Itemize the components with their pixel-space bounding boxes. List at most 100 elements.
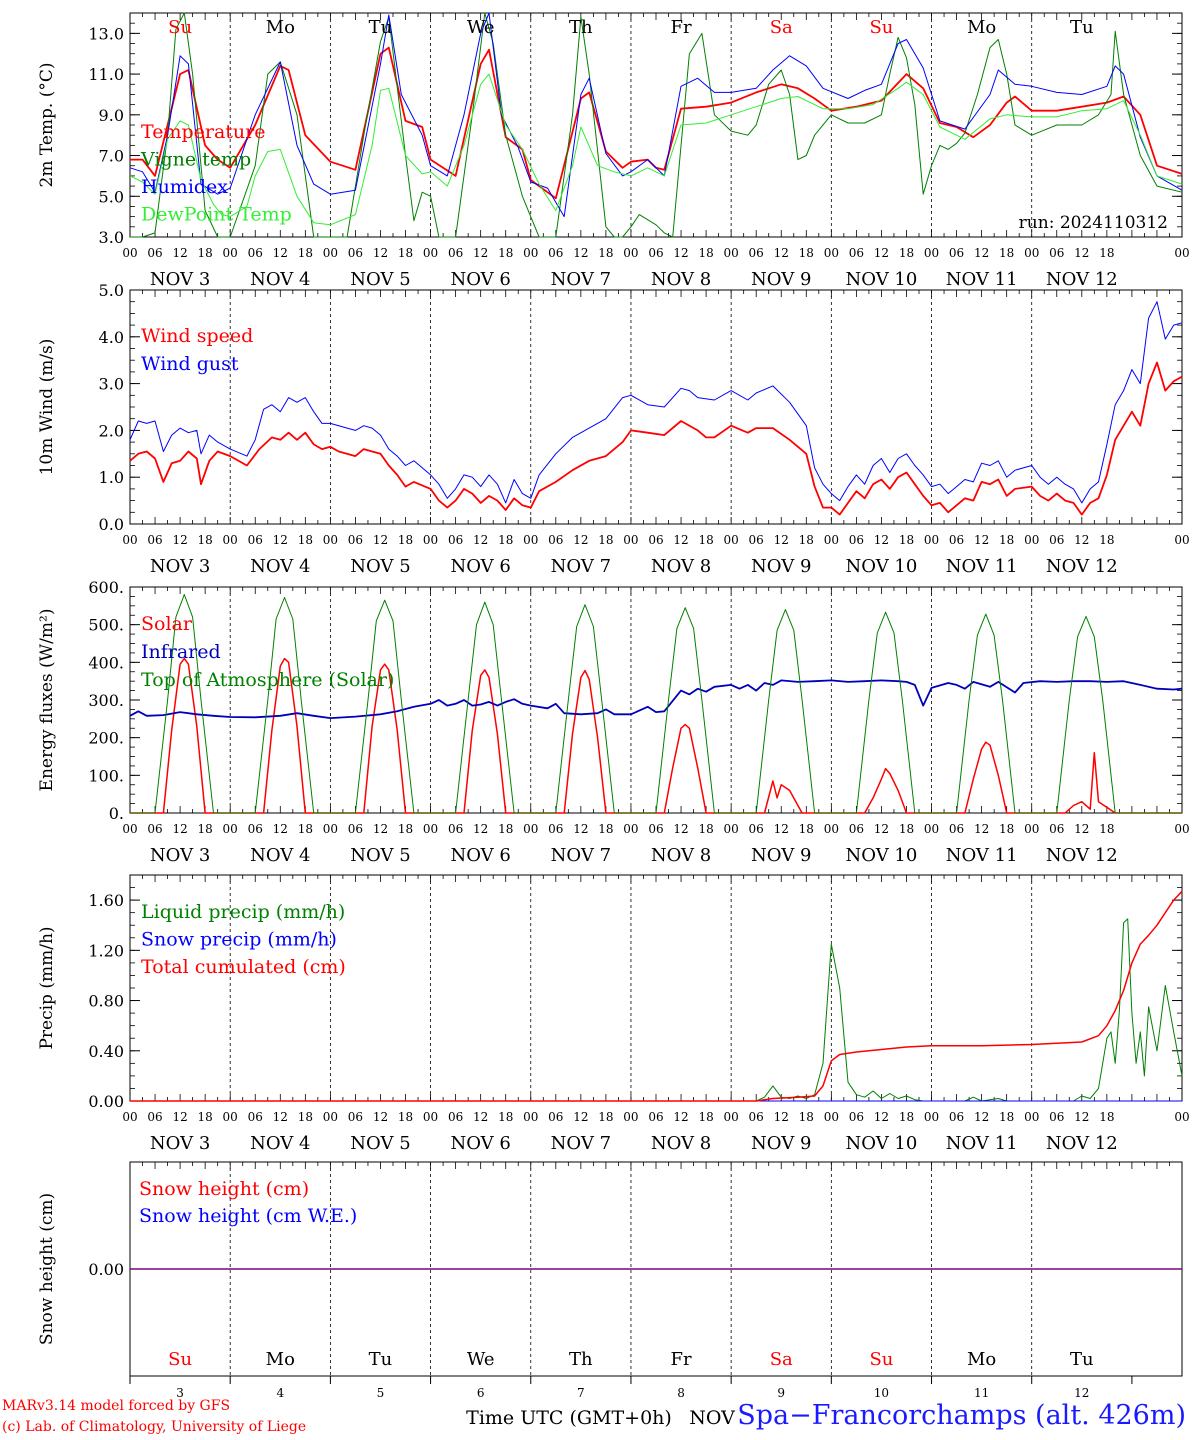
wind-hour-label: 12 [273, 533, 288, 547]
precip-ytick-label: 1.20 [88, 941, 124, 960]
snow-weekday-label: Su [168, 1349, 192, 1370]
snow-panel [129, 1161, 1183, 1384]
temperature-series-2 [129, 12, 1183, 218]
energy-hour-label: 12 [573, 822, 588, 836]
energy-hour-label: 12 [273, 822, 288, 836]
energy-hour-label: 00 [423, 822, 438, 836]
precip-ylabel: Precip (mm/h) [37, 926, 57, 1049]
wind-ylabel: 10m Wind (m/s) [37, 339, 57, 476]
precip-hour-label: 18 [698, 1110, 713, 1124]
temperature-date-label: NOV 7 [551, 269, 611, 290]
energy-hour-label: 12 [974, 822, 989, 836]
wind-hour-label: 18 [598, 533, 613, 547]
precip-date-label: NOV 10 [846, 1133, 918, 1154]
precip-hour-label: 06 [849, 1110, 864, 1124]
temperature-hour-label: 12 [473, 246, 488, 260]
precip-hour-label: 18 [498, 1110, 513, 1124]
snow-weekday-label: Th [569, 1349, 593, 1370]
wind-hour-label: 00 [122, 533, 137, 547]
precip-date-label: NOV 9 [751, 1133, 811, 1154]
temperature-hour-label: 18 [598, 246, 613, 260]
temperature-ylabel: 2m Temp. (°C) [37, 62, 57, 187]
temperature-hour-label: 12 [573, 246, 588, 260]
lab-credit: (c) Lab. of Climatology, University of L… [2, 1419, 307, 1435]
energy-ytick-label: 300. [88, 691, 124, 710]
snow-ylabel: Snow height (cm) [37, 1193, 57, 1345]
precip-hour-label: 12 [172, 1110, 187, 1124]
temperature-hour-label: 00 [122, 246, 137, 260]
temperature-hour-label: 00 [423, 246, 438, 260]
temperature-hour-label: 18 [1099, 246, 1114, 260]
energy-hour-label: 18 [1099, 822, 1114, 836]
energy-date-label: NOV 6 [450, 845, 510, 866]
precip-hour-label: 12 [974, 1110, 989, 1124]
precip-hour-label: 00 [824, 1110, 839, 1124]
precip-ytick-label: 0.00 [88, 1092, 124, 1111]
precip-hour-label: 06 [949, 1110, 964, 1124]
wind-hour-label: 18 [698, 533, 713, 547]
energy-date-label: NOV 10 [846, 845, 918, 866]
wind-hour-label: 18 [398, 533, 413, 547]
energy-hour-label: 06 [648, 822, 663, 836]
energy-hour-label: 18 [598, 822, 613, 836]
wind-hour-label: 12 [874, 533, 889, 547]
precip-date-label: NOV 7 [551, 1133, 611, 1154]
precip-hour-label: 00 [423, 1110, 438, 1124]
day-number-label: 12 [1074, 1386, 1089, 1400]
weekday-label: Fr [671, 17, 692, 38]
precip-hour-label: 18 [598, 1110, 613, 1124]
wind-frame [129, 289, 1183, 525]
precip-hour-label: 00 [323, 1110, 338, 1124]
temperature-hour-label: 06 [648, 246, 663, 260]
day-number-label: 10 [874, 1386, 889, 1400]
wind-date-label: NOV 12 [1046, 556, 1118, 577]
wind-date-label: NOV 10 [846, 556, 918, 577]
energy-ylabel: Energy fluxes (W/m²) [37, 609, 57, 792]
precip-hour-label: 18 [999, 1110, 1014, 1124]
wind-hour-label: 12 [974, 533, 989, 547]
temperature-hour-label: 00 [724, 246, 739, 260]
wind-hour-label: 00 [924, 533, 939, 547]
day-number-label: 8 [677, 1386, 685, 1400]
precip-hour-label: 12 [273, 1110, 288, 1124]
energy-ytick-label: 200. [88, 729, 124, 748]
precip-hour-label: 06 [448, 1110, 463, 1124]
energy-hour-label: 00 [523, 822, 538, 836]
precip-hour-label: 00 [223, 1110, 238, 1124]
precip-hour-label: 18 [799, 1110, 814, 1124]
energy-hour-label: 00 [824, 822, 839, 836]
temperature-hour-label: 00 [323, 246, 338, 260]
precip-hour-label: 00 [523, 1110, 538, 1124]
temperature-hour-label: 12 [673, 246, 688, 260]
temperature-series-3 [129, 73, 1183, 226]
weekday-label: Mo [967, 17, 996, 38]
wind-hour-label: 06 [1049, 533, 1064, 547]
precip-hour-label: 06 [1049, 1110, 1064, 1124]
wind-hour-label: 06 [548, 533, 563, 547]
precip-ytick-label: 1.60 [88, 891, 124, 910]
temperature-hour-label: 18 [999, 246, 1014, 260]
wind-date-label: NOV 9 [751, 556, 811, 577]
precip-ytick-label: 0.40 [88, 1042, 124, 1061]
snow-weekday-label: Sa [770, 1349, 793, 1370]
temperature-hour-label: 06 [949, 246, 964, 260]
wind-legend-1: Wind gust [141, 353, 239, 375]
day-number-label: 6 [477, 1386, 485, 1400]
temperature-hour-label: 06 [147, 246, 162, 260]
temperature-date-label: NOV 4 [250, 269, 310, 290]
temperature-hour-label: 12 [974, 246, 989, 260]
temperature-legend-1: Vigne temp [140, 149, 251, 171]
precip-hour-label: 18 [198, 1110, 213, 1124]
day-number-label: 11 [974, 1386, 989, 1400]
day-number-label: 5 [377, 1386, 385, 1400]
precip-legend-1: Snow precip (mm/h) [141, 929, 337, 951]
snow-legend-0: Snow height (cm) [139, 1178, 309, 1200]
precip-hour-label: 18 [398, 1110, 413, 1124]
energy-hour-label: 06 [248, 822, 263, 836]
wind-ytick-label: 2.0 [99, 421, 124, 440]
precip-date-label: NOV 5 [350, 1133, 410, 1154]
wind-ytick-label: 0.0 [99, 515, 124, 534]
energy-hour-label: 18 [999, 822, 1014, 836]
temperature-date-label: NOV 11 [946, 269, 1018, 290]
weekday-label: Su [869, 17, 893, 38]
